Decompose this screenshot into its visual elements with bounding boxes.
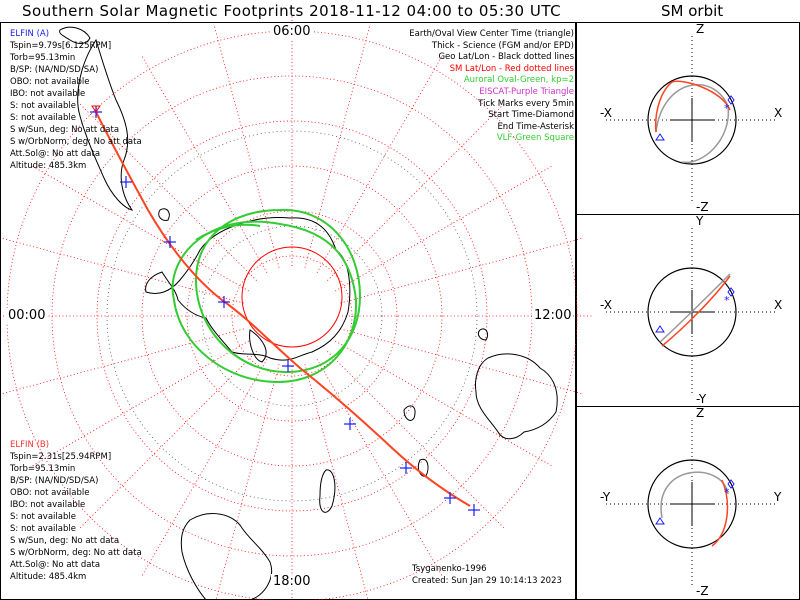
sm-lon-line	[2, 237, 244, 304]
orbit-axis-label: -Z	[696, 584, 709, 598]
elfin-b-info-line: Tspin=2.31s[25.94RPM]	[10, 452, 112, 462]
legend-entry: Auroral Oval-Green, kp=2	[463, 75, 574, 86]
elfin-b-info-line: Att.Sol@: No att data	[10, 560, 101, 570]
start-marker	[91, 105, 101, 113]
end-asterisk: *	[724, 294, 730, 307]
track-tick-marks	[90, 105, 480, 516]
elfin-b-info-line: B/SP: (NA/ND/SD/SA)	[10, 476, 99, 486]
orbit-trace-a	[659, 273, 731, 343]
elfin-a-info-line: B/SP: (NA/ND/SD/SA)	[10, 65, 99, 75]
orbit-axis-label: -X	[600, 106, 612, 120]
sm-lon-line	[340, 237, 582, 304]
legend-entry: Geo Lat/Lon - Black dotted lines	[438, 52, 574, 63]
orbit-axis-label: Z	[696, 22, 705, 36]
page-title: Southern Solar Magnetic Footprints 2018-…	[22, 2, 562, 20]
orbit-axis-label: Y	[696, 214, 704, 228]
elfin-b-info-line: S w/Sun, deg: No att data	[10, 536, 120, 546]
elfin-b-info-line: IBO: not available	[10, 500, 86, 510]
orbit-trace-a	[660, 471, 729, 519]
geo-latlon-grid	[106, 130, 478, 502]
end-asterisk: *	[724, 486, 730, 499]
elfin-b-info-line: S: not available	[10, 524, 76, 534]
elfin-a-info-line: S w/OrbNorm, deg: No att data	[10, 137, 142, 147]
elfin-a-header: ELFIN (A)	[10, 29, 50, 39]
elfin-a-info-line: S w/Sun, deg: No att data	[10, 125, 120, 135]
legend-entry: Tick Marks every 5min	[478, 98, 574, 109]
coastlines	[59, 26, 558, 600]
orbit-trace-b	[654, 80, 731, 133]
orbit-panels: * * *	[606, 36, 778, 588]
end-asterisk: *	[724, 102, 730, 115]
orbit-trace-b	[711, 479, 729, 547]
footprint-track	[95, 111, 471, 507]
sm-lon-line	[340, 328, 582, 395]
legend-entry: End Time-Asterisk	[497, 121, 574, 132]
start-triangle	[655, 517, 665, 525]
start-triangle	[655, 133, 665, 141]
orbit-axis-label: -X	[600, 298, 612, 312]
sm-lon-line	[215, 364, 280, 600]
elfin-a-info-line: S: not available	[10, 113, 76, 123]
legend-entry: VLF-Green Square	[496, 133, 574, 144]
elfin-a-info-line: IBO: not available	[10, 89, 86, 99]
start-diamond	[727, 95, 735, 105]
sm-lat-circle	[141, 165, 443, 467]
orbit-axis-label: -Y	[696, 392, 707, 406]
sm-lon-line	[213, 26, 280, 268]
elfin-a-info-line: Torb=95.13min	[10, 53, 76, 63]
orbit-axis-label: X	[774, 298, 783, 312]
sm-lat-circle	[96, 120, 488, 512]
legend-entry: Start Time-Diamond	[488, 110, 574, 121]
orbit-axis-label: Y	[774, 490, 782, 504]
legend-entry: Thick - Science (FGM and/or EPD)	[431, 40, 574, 51]
elfin-b-info-line: S: not available	[10, 512, 76, 522]
orbit-axis-label: -Z	[696, 200, 709, 214]
orbit-panel-title: SM orbit	[661, 2, 724, 20]
sm-lat-circle	[186, 210, 398, 422]
elfin-a-info-line: S: not available	[10, 101, 76, 111]
elfin-b-info-line: OBO: not available	[10, 488, 90, 498]
clock-label-right: 12:00	[532, 308, 574, 323]
elfin-b-info-line: Torb=95.13min	[10, 464, 76, 474]
elfin-a-info-line: Att.Sol@: No att data	[10, 149, 101, 159]
orbit-axis-label: Z	[696, 406, 705, 420]
sm-lon-line	[304, 26, 371, 268]
elfin-b-info-line: Altitude: 485.4km	[10, 572, 87, 582]
sm-lon-line	[327, 351, 505, 529]
elfin-b-info-line: S w/OrbNorm, deg: No att data	[10, 548, 142, 558]
legend-entry: EISCAT-Purple Triangle	[479, 86, 574, 97]
orbit-axis-label: -Y	[600, 490, 611, 504]
elfin-a-info-line: Altitude: 485.3km	[10, 161, 87, 171]
elfin-a-info: ELFIN (A) Tspin=9.79s[6.125RPM] Torb=95.1…	[10, 28, 142, 172]
credits: Tsyganenko-1996 Created: Sun Jan 29 10:1…	[412, 563, 562, 587]
clock-label-top: 06:00	[271, 24, 313, 39]
sm-lon-line	[2, 328, 244, 395]
sm-lat-circle	[231, 255, 353, 377]
orbit-axis-label: X	[774, 106, 783, 120]
elfin-b-header: ELFIN (B)	[10, 440, 50, 450]
start-diamond	[727, 479, 735, 489]
auroral-oval	[171, 208, 362, 384]
legend-entry: SM Lat/Lon - Red dotted lines	[449, 63, 574, 74]
elfin-b-info: ELFIN (B) Tspin=2.31s[25.94RPM] Torb=95.1…	[10, 439, 142, 583]
start-diamond	[727, 287, 735, 297]
legend-entry: Earth/Oval View Center Time (triangle)	[409, 29, 574, 39]
credits-author: Tsyganenko-1996	[412, 564, 487, 574]
clock-label-bottom: 18:00	[271, 574, 313, 589]
elfin-a-info-line: OBO: not available	[10, 77, 90, 87]
elfin-a-info-line: Tspin=9.79s[6.125RPM]	[10, 41, 112, 51]
sm-pole-circle	[241, 246, 343, 348]
start-triangle	[655, 325, 665, 333]
credits-created: Created: Sun Jan 29 10:14:13 2023	[412, 576, 562, 586]
clock-label-left: 00:00	[6, 308, 48, 323]
orbit-trace-b	[661, 275, 731, 347]
legend: Earth/Oval View Center Time (triangle) Th…	[409, 29, 574, 145]
